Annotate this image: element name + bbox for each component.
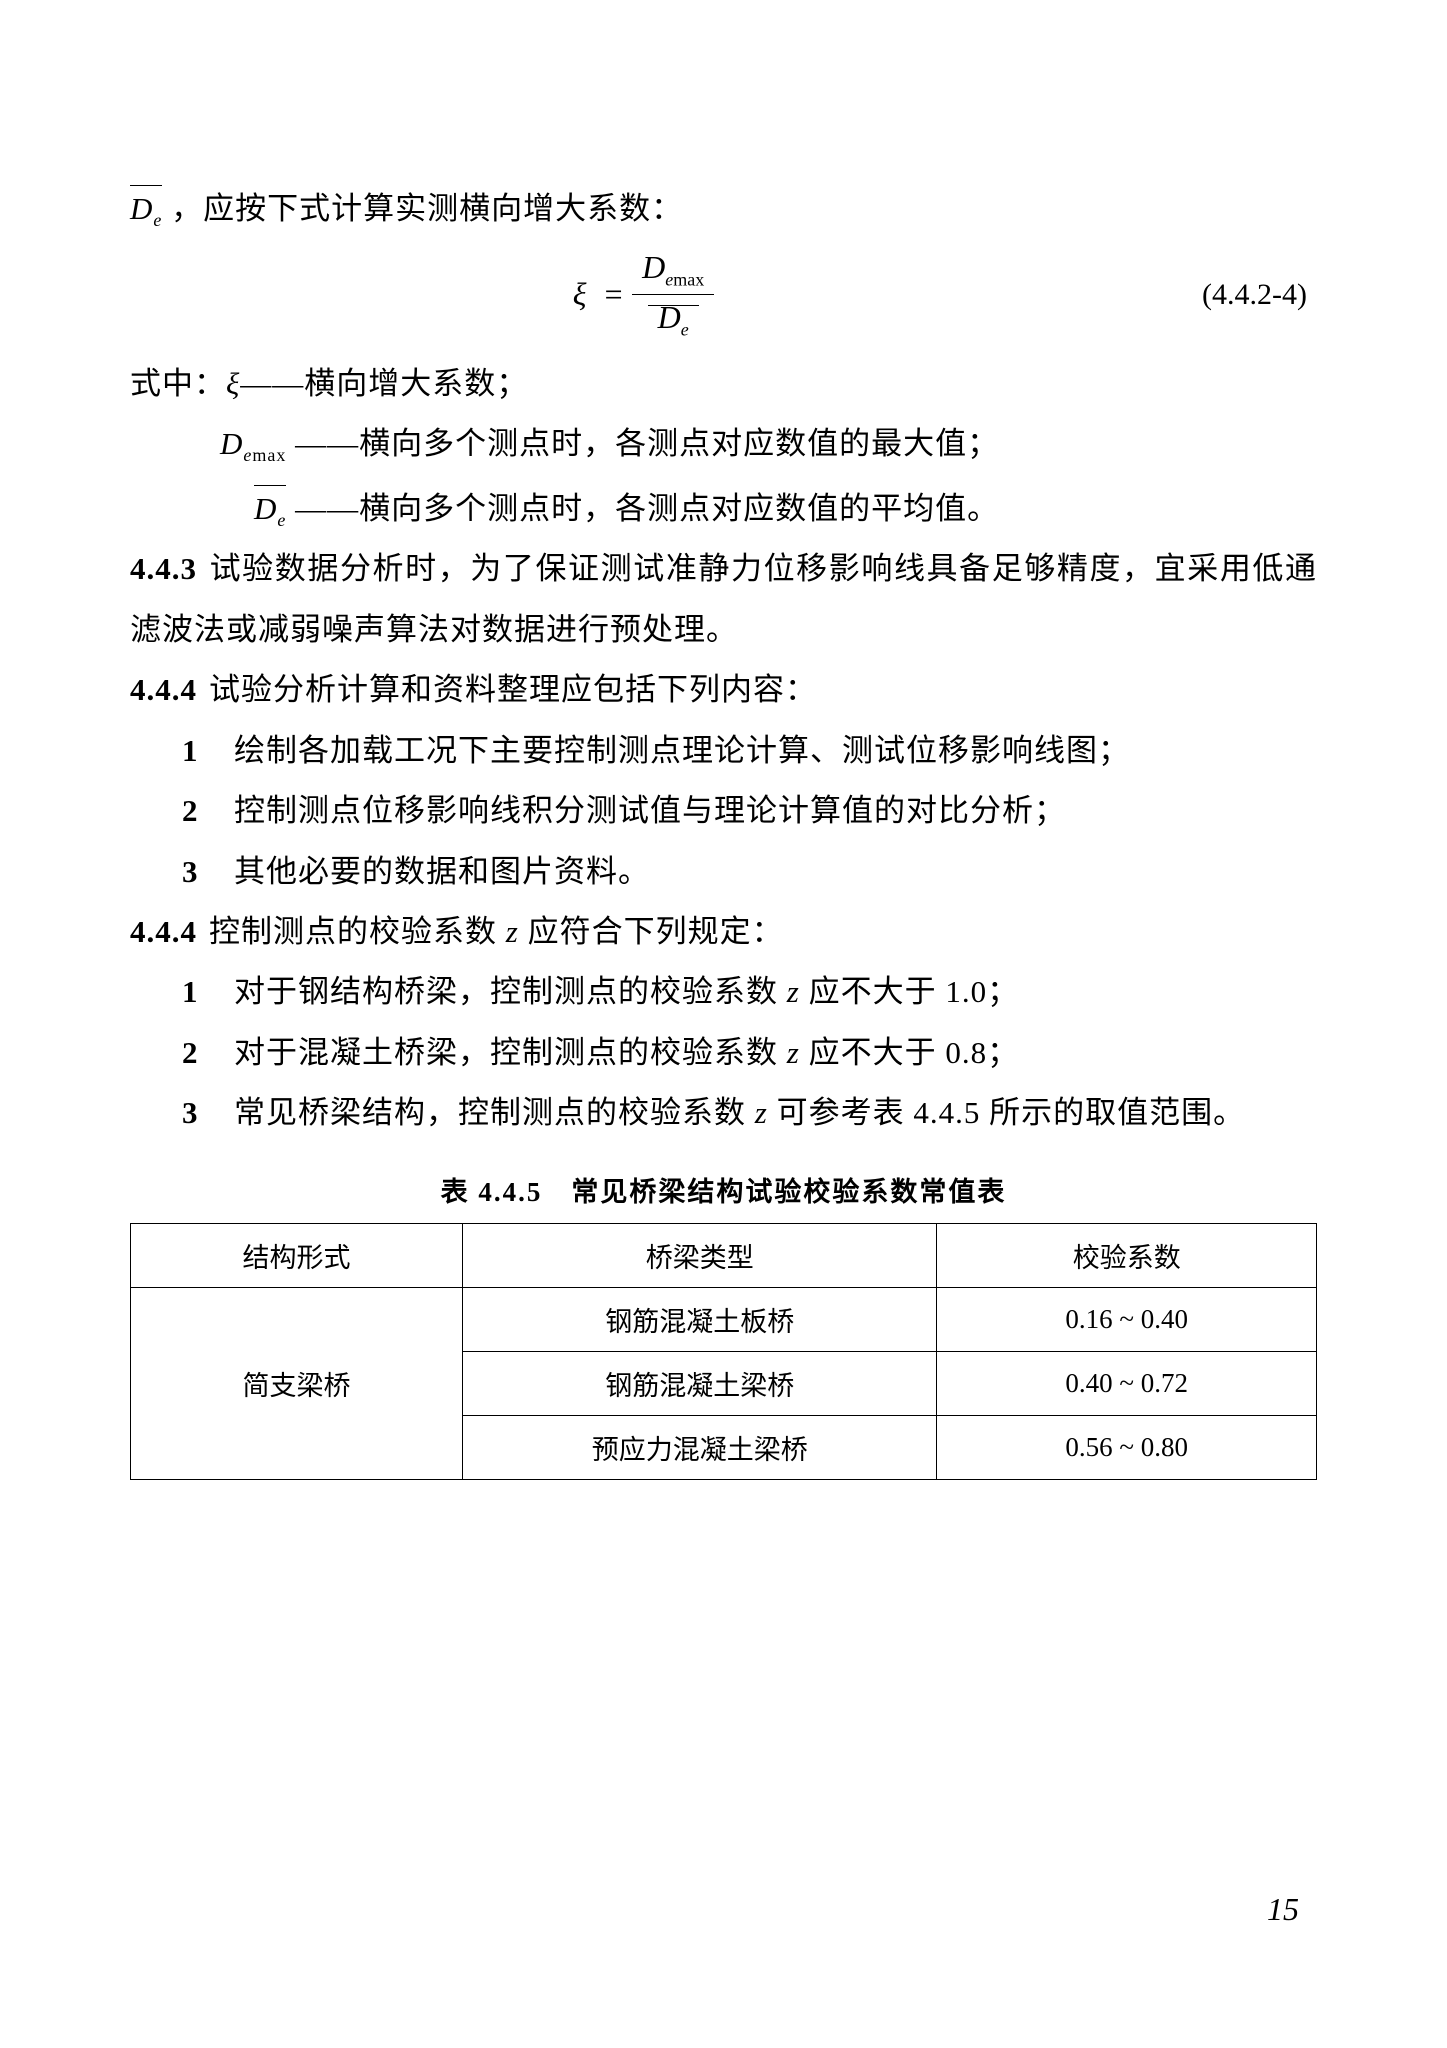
- list-item-2a: 2控制测点位移影响线积分测试值与理论计算值的对比分析；: [130, 781, 1317, 841]
- table-caption: 表 4.4.5 常见桥梁结构试验校验系数常值表: [130, 1170, 1317, 1209]
- page-container: De ，应按下式计算实测横向增大系数： ξ = Demax De (4.4.2-…: [0, 0, 1447, 1600]
- def-demax: Demax ——横向多个测点时，各测点对应数值的最大值；: [130, 414, 1317, 474]
- list-item-1b: 1对于钢结构桥梁，控制测点的校验系数 z 应不大于 1.0；: [130, 962, 1317, 1022]
- td-coef: 0.16 ~ 0.40: [937, 1287, 1317, 1351]
- list-item-2b: 2对于混凝土桥梁，控制测点的校验系数 z 应不大于 0.8；: [130, 1023, 1317, 1083]
- page-number: 15: [1267, 1891, 1299, 1928]
- th-coef: 校验系数: [937, 1223, 1317, 1287]
- td-type: 钢筋混凝土板桥: [463, 1287, 937, 1351]
- list-item-3a: 3其他必要的数据和图片资料。: [130, 842, 1317, 902]
- equation-number: (4.4.2-4): [1202, 275, 1307, 314]
- fraction: Demax De: [632, 247, 714, 342]
- th-structure: 结构形式: [131, 1223, 463, 1287]
- symbol-Demax: Demax: [220, 426, 295, 461]
- def-de: De ——横向多个测点时，各测点对应数值的平均值。: [130, 475, 1317, 539]
- intro-line: De ，应按下式计算实测横向增大系数：: [130, 175, 1317, 239]
- section-4-4-4b: 4.4.4控制测点的校验系数 z 应符合下列规定：: [130, 902, 1317, 962]
- list-item-3b: 3常见桥梁结构，控制测点的校验系数 z 可参考表 4.4.5 所示的取值范围。: [130, 1083, 1317, 1143]
- table-4-4-5: 结构形式 桥梁类型 校验系数 简支梁桥 钢筋混凝土板桥 0.16 ~ 0.40 …: [130, 1223, 1317, 1480]
- intro-text: ，应按下式计算实测横向增大系数：: [171, 191, 683, 226]
- equation-4-4-2-4: ξ = Demax De (4.4.2-4): [130, 247, 1317, 342]
- td-coef: 0.56 ~ 0.80: [937, 1415, 1317, 1479]
- section-4-4-3: 4.4.3试验数据分析时，为了保证测试准静力位移影响线具备足够精度，宜采用低通滤…: [130, 539, 1317, 660]
- table-header-row: 结构形式 桥梁类型 校验系数: [131, 1223, 1317, 1287]
- td-type: 预应力混凝土梁桥: [463, 1415, 937, 1479]
- symbol-xi: ξ: [573, 274, 587, 316]
- def-xi: 式中：ξ——横向增大系数；: [130, 354, 1317, 414]
- section-4-4-4a: 4.4.4试验分析计算和资料整理应包括下列内容：: [130, 660, 1317, 720]
- th-type: 桥梁类型: [463, 1223, 937, 1287]
- frac-denominator: De: [648, 295, 699, 342]
- td-coef: 0.40 ~ 0.72: [937, 1351, 1317, 1415]
- symbol-D-bar: De: [130, 175, 162, 239]
- symbol-D-bar-2: De: [254, 475, 286, 539]
- td-rowspan-label: 简支梁桥: [131, 1287, 463, 1479]
- equals-sign: =: [603, 274, 625, 316]
- td-type: 钢筋混凝土梁桥: [463, 1351, 937, 1415]
- list-item-1a: 1绘制各加载工况下主要控制测点理论计算、测试位移影响线图；: [130, 721, 1317, 781]
- frac-numerator: Demax: [632, 247, 714, 295]
- table-row: 简支梁桥 钢筋混凝土板桥 0.16 ~ 0.40: [131, 1287, 1317, 1351]
